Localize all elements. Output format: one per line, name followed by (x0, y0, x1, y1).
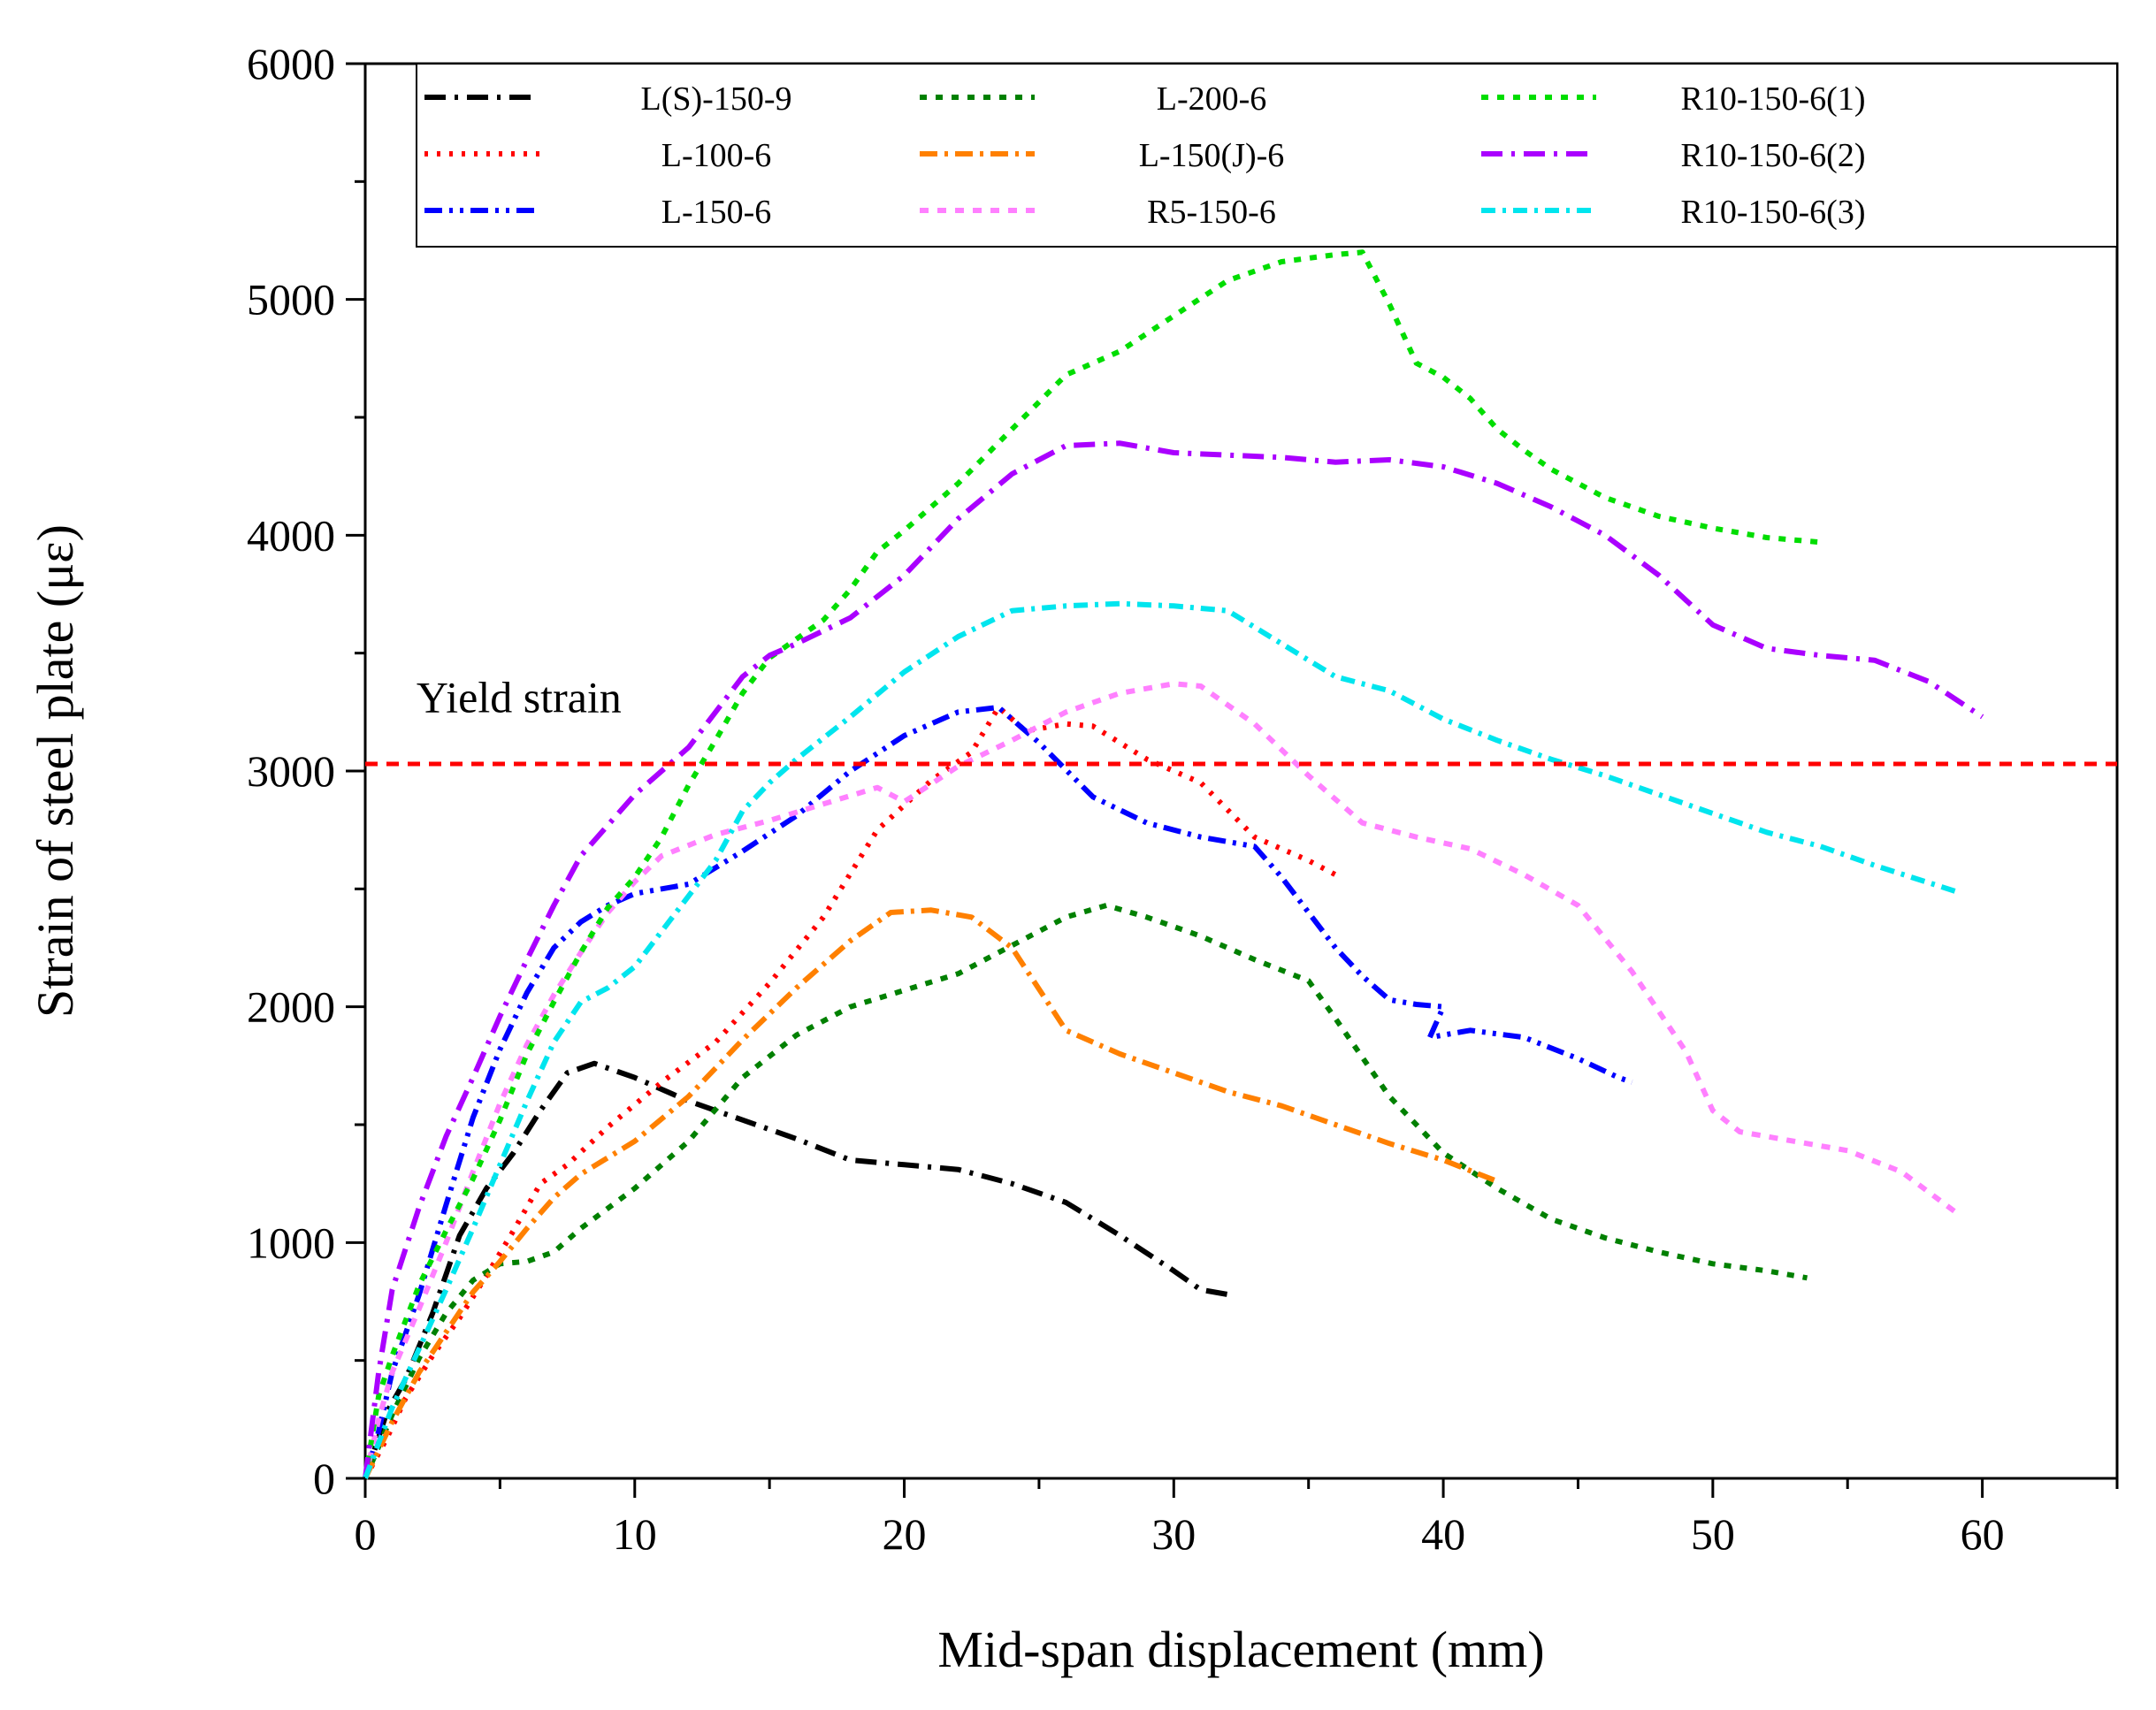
legend-label-l-s-150-9: L(S)-150-9 (641, 80, 792, 118)
legend-label-r5-150-6: R5-150-6 (1147, 194, 1276, 231)
x-tick-label: 10 (613, 1509, 657, 1559)
x-tick-label: 0 (355, 1509, 377, 1559)
series-line-l-200-6 (363, 903, 1808, 1480)
y-axis: 0 1000 2000 3000 4000 5000 6000 (247, 39, 365, 1503)
legend-label-l-150-6: L-150-6 (661, 194, 772, 231)
x-tick-label: 20 (883, 1509, 927, 1559)
y-tick-label: 4000 (247, 510, 335, 560)
legend-label-r10-150-6-3: R10-150-6(3) (1681, 194, 1866, 231)
y-tick-label: 0 (313, 1454, 335, 1503)
plot-area (363, 62, 2119, 1480)
x-axis-title: Mid-span displacement (mm) (937, 1621, 1544, 1678)
x-tick-label: 50 (1691, 1509, 1735, 1559)
legend-label-r10-150-6-1: R10-150-6(1) (1681, 80, 1866, 118)
series-line-l-150-6 (363, 705, 1633, 1479)
yield-strain-annotation: Yield strain (417, 672, 622, 721)
y-tick-label: 1000 (247, 1218, 335, 1267)
y-axis-title: Strain of steel plate (με) (27, 524, 84, 1018)
series-line-l-150-j-6 (363, 907, 1499, 1480)
y-tick-label: 2000 (247, 982, 335, 1032)
series-line-r10-150-6-1 (363, 249, 1822, 1479)
y-tick-label: 3000 (247, 746, 335, 796)
legend-box (416, 63, 2118, 248)
x-axis: 0 10 20 30 40 50 60 (355, 1478, 2119, 1559)
x-tick-label: 40 (1421, 1509, 1465, 1559)
series-line-l-s-150-9 (363, 1060, 1228, 1479)
series-line-r10-150-6-2 (363, 440, 1984, 1479)
legend-label-l-200-6: L-200-6 (1157, 80, 1267, 118)
series-line-r5-150-6 (363, 681, 1957, 1479)
legend-label-l-150-j-6: L-150(J)-6 (1139, 137, 1285, 174)
x-tick-label: 60 (1961, 1509, 2005, 1559)
legend-label-l-100-6: L-100-6 (661, 137, 772, 174)
x-tick-label: 30 (1151, 1509, 1196, 1559)
series-line-r10-150-6-3 (363, 600, 1957, 1480)
y-tick-label: 5000 (247, 275, 335, 324)
series-layer (363, 249, 1984, 1480)
legend-label-r10-150-6-2: R10-150-6(2) (1681, 137, 1866, 174)
plot-frame (363, 62, 2119, 1480)
y-tick-label: 6000 (247, 39, 335, 88)
legend: L(S)-150-9 L-100-6 L-150-6 L-200-6 L-150(J)-… (416, 63, 2118, 248)
